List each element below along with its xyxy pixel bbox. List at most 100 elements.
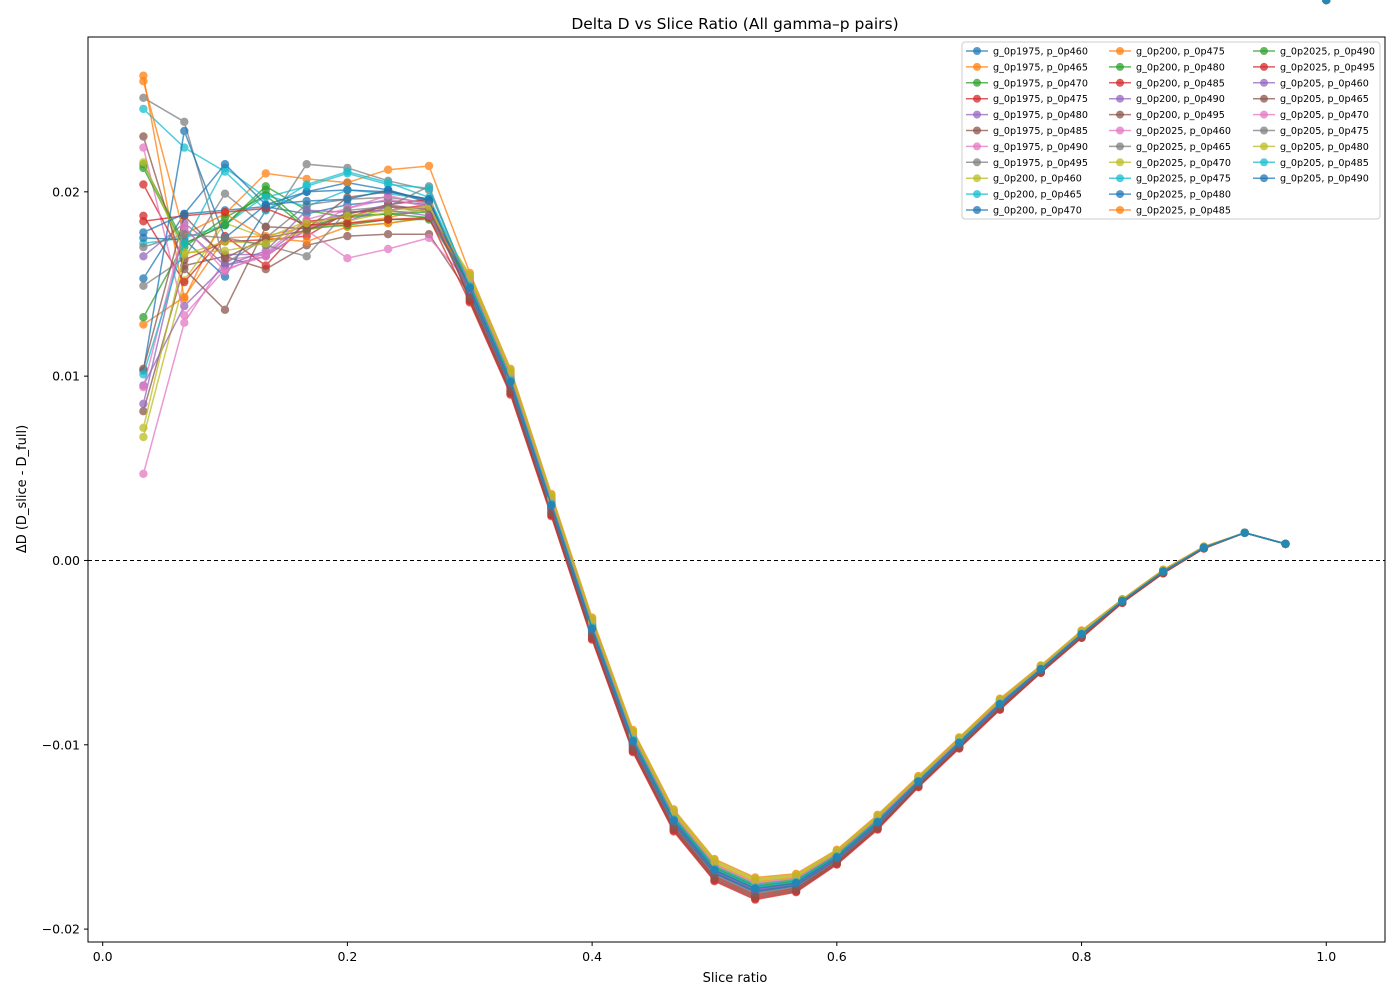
legend-label: g_0p1975, p_0p480 (993, 110, 1088, 121)
chart-title: Delta D vs Slice Ratio (All gamma–p pair… (571, 15, 898, 33)
series-line (142, 136, 1286, 900)
legend-item: g_0p1975, p_0p485 (966, 126, 1088, 137)
data-point (1322, 0, 1331, 5)
legend-label: g_0p205, p_0p475 (1280, 126, 1369, 137)
legend-swatch-marker (973, 206, 981, 214)
data-point (139, 77, 148, 86)
series-line (142, 233, 1286, 895)
data-point (180, 239, 189, 248)
data-point (180, 294, 189, 303)
legend-label: g_0p205, p_0p485 (1280, 158, 1369, 169)
legend-swatch-marker (973, 126, 981, 135)
series-line (142, 203, 1286, 891)
data-point (383, 244, 393, 254)
series-line (142, 163, 1286, 888)
data-point (139, 104, 148, 114)
data-point (139, 313, 148, 322)
legend-label: g_0p2025, p_0p480 (1136, 190, 1231, 201)
series-line (142, 200, 1286, 890)
y-tick-label: −0.02 (42, 922, 80, 937)
legend-swatch-marker (1260, 94, 1268, 103)
data-point (302, 226, 311, 235)
legend-item: g_0p2025, p_0p470 (1109, 158, 1231, 169)
series-line (142, 207, 1286, 889)
legend-label: g_0p1975, p_0p460 (993, 47, 1088, 58)
legend-swatch-marker (973, 78, 981, 87)
data-point (220, 305, 230, 314)
data-point (139, 158, 148, 167)
data-point (343, 178, 352, 187)
legend-swatch-marker (1116, 174, 1124, 183)
legend-item: g_0p200, p_0p485 (1109, 78, 1225, 89)
legend-label: g_0p2025, p_0p495 (1280, 62, 1375, 73)
data-point (139, 432, 148, 442)
legend-swatch-marker (1116, 158, 1124, 167)
legend-label: g_0p205, p_0p470 (1280, 110, 1369, 121)
data-point (791, 878, 801, 888)
data-point (302, 237, 311, 246)
data-point (220, 220, 230, 230)
legend-label: g_0p1975, p_0p465 (993, 62, 1088, 73)
series-g-0p205-p-0p490 (139, 0, 1331, 893)
data-point (628, 736, 638, 746)
legend-item: g_0p2025, p_0p480 (1109, 190, 1231, 201)
legend-item: g_0p1975, p_0p480 (966, 110, 1088, 121)
data-point (139, 274, 148, 283)
legend-label: g_0p200, p_0p470 (993, 206, 1082, 217)
data-point (180, 265, 189, 274)
data-point (261, 222, 270, 231)
legend-swatch-marker (1116, 190, 1124, 199)
legend-swatch-marker (1260, 110, 1268, 119)
data-point (955, 738, 964, 748)
data-point (261, 248, 270, 257)
data-point (424, 183, 434, 193)
series-line (142, 209, 1286, 891)
data-point (261, 261, 270, 270)
x-tick-label: 0.2 (337, 949, 357, 964)
data-point (751, 876, 760, 885)
data-point (220, 233, 230, 243)
data-point (832, 853, 841, 862)
data-point (547, 501, 556, 510)
legend-item: g_0p1975, p_0p495 (966, 158, 1088, 169)
legend-label: g_0p1975, p_0p490 (993, 142, 1088, 153)
data-point (710, 858, 719, 867)
legend-item: g_0p205, p_0p460 (1253, 78, 1369, 89)
series-line (142, 184, 1286, 896)
legend-item: g_0p205, p_0p485 (1253, 158, 1369, 169)
data-point (139, 399, 148, 408)
data-point (180, 277, 189, 287)
data-point (139, 93, 148, 103)
data-point (302, 252, 311, 261)
series-line (142, 161, 1286, 882)
legend-label: g_0p1975, p_0p495 (993, 158, 1088, 169)
legend-label: g_0p1975, p_0p475 (993, 94, 1088, 105)
legend-swatch-marker (973, 62, 981, 71)
x-tick-label: 0.4 (582, 949, 602, 964)
data-point (180, 126, 189, 136)
data-point (343, 254, 352, 263)
legend-item: g_0p205, p_0p475 (1253, 126, 1369, 137)
series-line (143, 207, 1286, 901)
data-point (302, 219, 311, 228)
data-point (220, 266, 230, 276)
legend-label: g_0p200, p_0p485 (1136, 78, 1225, 89)
legend-item: g_0p200, p_0p495 (1109, 110, 1225, 121)
data-point (669, 823, 678, 833)
data-point (424, 233, 434, 243)
data-point (343, 195, 352, 204)
data-point (220, 160, 230, 169)
legend-label: g_0p200, p_0p475 (1136, 47, 1225, 58)
data-point (302, 182, 311, 191)
y-axis-label: ΔD (D_slice - D_full) (15, 425, 30, 553)
legend-item: g_0p205, p_0p480 (1253, 142, 1369, 153)
legend-item: g_0p2025, p_0p485 (1109, 206, 1231, 217)
plot-frame (87, 36, 1386, 943)
legend-swatch-marker (1116, 78, 1124, 87)
series-line (142, 166, 1286, 889)
x-axis: 0.0 0.2 0.4 0.6 0.8 1.0 (93, 942, 1336, 964)
legend-swatch-marker (1260, 174, 1268, 183)
series-line (142, 229, 1286, 886)
data-point (139, 423, 148, 432)
